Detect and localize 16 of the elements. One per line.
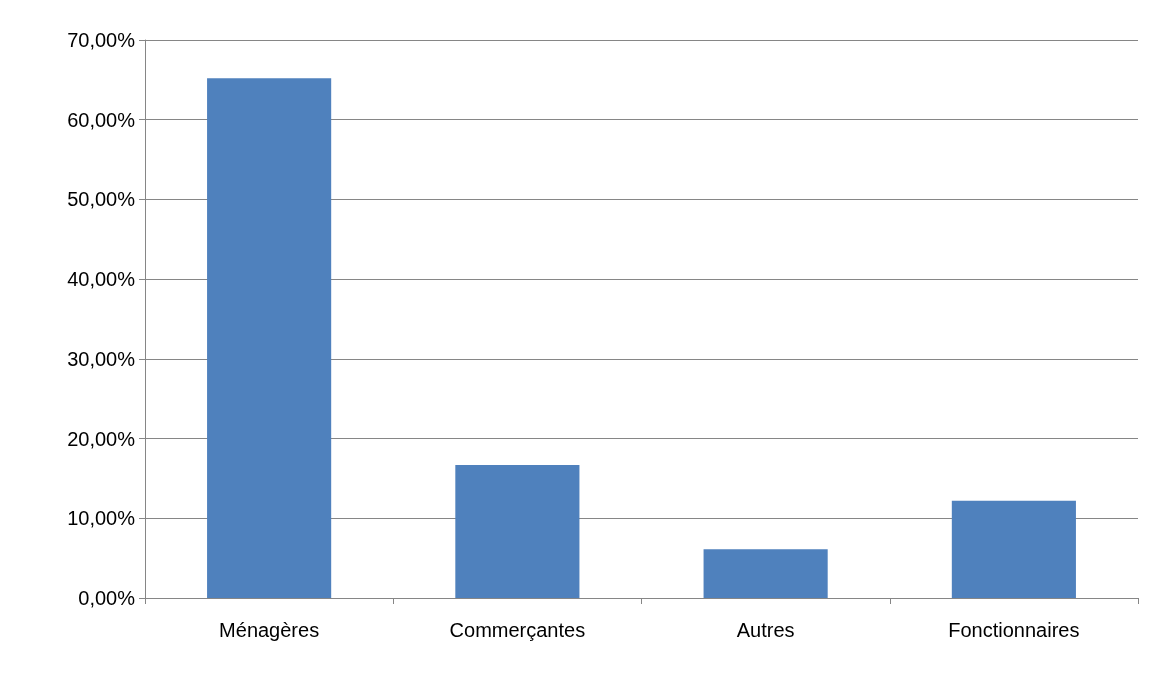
bar: [207, 78, 332, 598]
y-tick-label: 30,00%: [67, 347, 136, 370]
y-tick-label: 50,00%: [67, 188, 136, 211]
x-tick-label: Ménagères: [219, 619, 320, 641]
y-tick-label: 20,00%: [67, 427, 136, 450]
x-tick-label: Autres: [736, 619, 795, 641]
y-tick-label: 0,00%: [78, 587, 136, 609]
x-tick-label: Fonctionnaires: [948, 619, 1080, 641]
bar: [951, 500, 1076, 598]
y-tick-label: 10,00%: [67, 507, 136, 530]
y-tick-label: 40,00%: [67, 268, 136, 291]
x-tick-label: Commerçantes: [449, 619, 586, 641]
y-tick-label: 60,00%: [67, 108, 136, 131]
bar: [703, 549, 828, 598]
bar: [455, 464, 580, 598]
y-tick-label: 70,00%: [67, 29, 136, 51]
